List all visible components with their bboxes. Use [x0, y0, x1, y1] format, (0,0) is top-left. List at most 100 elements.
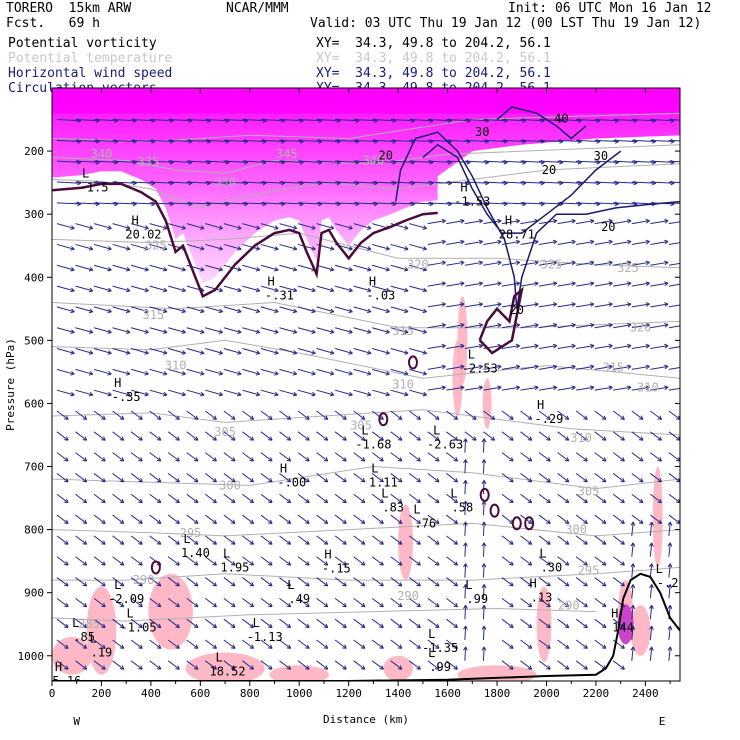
circulation-vector [668, 452, 680, 462]
circulation-vector [93, 285, 112, 293]
circulation-vector [112, 431, 125, 441]
circulation-vector [390, 535, 403, 545]
circulation-vector [390, 597, 403, 608]
circulation-vector [316, 223, 335, 230]
extremum-marker: L.83 [381, 487, 404, 515]
y-tick-label: 600 [24, 397, 44, 410]
circulation-vector [575, 660, 588, 670]
east-end-label: E [659, 715, 666, 728]
circulation-vector [520, 322, 539, 329]
circulation-vector [668, 181, 680, 184]
circulation-vector [223, 389, 242, 397]
extremum-value: -1.13 [247, 630, 283, 644]
circulation-vector [576, 302, 595, 308]
circulation-vector [242, 431, 255, 441]
theta-label: 315 [143, 308, 165, 322]
circulation-vector [501, 639, 514, 649]
circulation-vector [427, 364, 446, 370]
extremum-marker: L18.52 [209, 651, 245, 679]
circulation-vector [481, 521, 487, 536]
y-tick-label: 700 [24, 461, 44, 474]
extremum-value: -.15 [322, 562, 351, 576]
theta-label: 345 [276, 147, 298, 161]
circulation-vector [557, 302, 576, 308]
circulation-vector [390, 639, 403, 649]
extremum-type: L [468, 348, 475, 362]
circulation-vector [75, 660, 88, 670]
circulation-vector [334, 431, 347, 441]
circulation-vector [93, 306, 112, 314]
extremum-type: L [82, 167, 89, 181]
extremum-value: -2.09 [108, 592, 144, 606]
circulation-vector [668, 387, 680, 391]
circulation-vector [334, 223, 353, 230]
circulation-vector [56, 577, 69, 587]
circulation-vector [557, 597, 570, 608]
center-title: NCAR/MMM [226, 1, 289, 16]
theta-label: 305 [578, 485, 600, 499]
circulation-vector [297, 431, 310, 441]
circulation-vector [613, 343, 632, 350]
circulation-vector [297, 473, 310, 483]
circulation-vector [501, 431, 514, 441]
circulation-vector [409, 223, 427, 230]
circulation-vector [594, 364, 613, 370]
circulation-vector [372, 285, 390, 293]
circulation-vector [223, 535, 236, 545]
circulation-vector [353, 452, 366, 462]
pv-shading-top-band [52, 88, 680, 114]
x-tick-label: 800 [240, 687, 260, 700]
circulation-vector [130, 577, 143, 587]
circulation-vector [260, 431, 273, 441]
circulation-vector [167, 597, 180, 608]
legend-wind: Horizontal wind speed [8, 66, 173, 81]
circulation-vector [446, 618, 459, 629]
circulation-vector [538, 431, 551, 441]
circulation-vector [390, 264, 409, 272]
circulation-vector [353, 577, 366, 587]
theta-label: 290 [558, 598, 580, 612]
circulation-vector [149, 452, 162, 462]
extremum-marker: L.99 [428, 646, 451, 674]
pv-loop-4 [524, 516, 535, 531]
circulation-vector [204, 473, 217, 483]
circulation-vector [112, 389, 131, 397]
circulation-vector [204, 660, 217, 670]
circulation-vector [353, 618, 366, 629]
circulation-vector [612, 410, 625, 420]
circulation-vector [463, 459, 468, 474]
circulation-vector [167, 452, 180, 462]
circulation-vector [538, 473, 551, 483]
circulation-vector [464, 410, 477, 420]
forecast-hour: Fcst. 69 h [6, 16, 100, 31]
circulation-vector [612, 556, 625, 566]
circulation-vector [649, 646, 654, 661]
circulation-vector [446, 218, 465, 225]
circulation-vector [557, 385, 576, 391]
circulation-vector [204, 493, 217, 504]
extremum-value: -.29 [535, 412, 564, 426]
circulation-vector [668, 283, 680, 287]
circulation-vector [168, 368, 186, 376]
circulation-vector [427, 493, 440, 504]
circulation-vector [668, 304, 680, 308]
circulation-vector [427, 452, 440, 462]
circulation-vector [242, 243, 261, 251]
circulation-vector [112, 264, 131, 272]
circulation-vector [612, 577, 625, 587]
circulation-vector [260, 618, 273, 629]
circulation-vector [260, 223, 279, 230]
circulation-vector [594, 514, 607, 524]
circulation-vector [501, 281, 521, 287]
circulation-vector [75, 618, 88, 629]
circulation-vector [223, 223, 242, 230]
circulation-vector [538, 597, 551, 608]
theta-label: 320 [407, 258, 429, 272]
circulation-vector [149, 535, 162, 545]
circulation-vector [56, 597, 69, 608]
circulation-vector [594, 343, 613, 350]
circulation-vector [668, 431, 680, 441]
circulation-vector [594, 660, 607, 670]
circulation-vector [56, 223, 75, 230]
circulation-vector [650, 385, 669, 391]
